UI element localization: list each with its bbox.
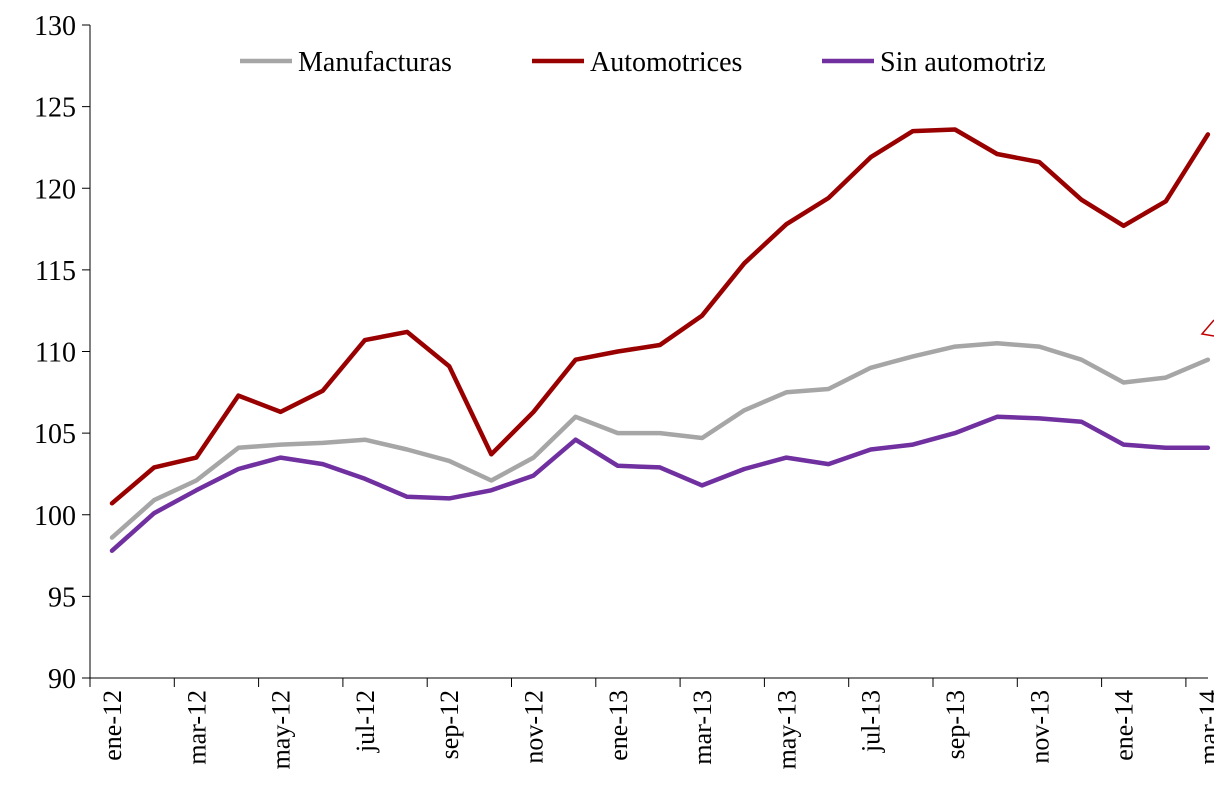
y-axis: 90 95 100 105 110 115 120 125 130: [34, 11, 91, 695]
y-tick-label: 125: [34, 93, 76, 124]
y-tick-label: 130: [34, 11, 76, 42]
annotation: [1200, 319, 1214, 337]
legend-label: Sin automotriz: [880, 47, 1046, 78]
x-tick-label: mar-13: [688, 690, 717, 765]
x-tick-label: sep-12: [435, 690, 464, 759]
x-tick-label: ene-14: [1110, 690, 1139, 761]
legend-label: Automotrices: [590, 47, 742, 78]
series-line-manufacturas: [109, 341, 1211, 540]
series-lines: [109, 127, 1211, 553]
y-tick-label: 115: [35, 256, 76, 287]
legend-label: Manufacturas: [298, 47, 452, 78]
x-axis: ene-12 mar-12 may-12 jul-12 sep-12 nov-12 ene-…: [89, 677, 1214, 769]
x-tick-label: ene-12: [98, 690, 127, 761]
series-line-automotrices: [109, 127, 1211, 506]
x-tick-label: ene-13: [604, 690, 633, 761]
x-tick-label: jul-12: [351, 690, 380, 753]
y-tick-label: 100: [34, 501, 76, 532]
y-tick-label: 90: [48, 664, 76, 695]
legend: Manufacturas Automotrices Sin automotriz: [240, 47, 1046, 78]
arrow-icon: [1200, 319, 1214, 337]
x-tick-label: mar-14: [1194, 690, 1214, 765]
x-tick-label: jul-13: [857, 690, 886, 753]
series-line-sin-automotriz: [109, 414, 1211, 553]
x-tick-label: mar-12: [182, 690, 211, 765]
y-tick-label: 95: [48, 582, 76, 613]
x-tick-label: may-13: [772, 690, 801, 769]
x-tick-label: nov-12: [520, 690, 549, 764]
y-tick-label: 110: [35, 338, 76, 369]
x-tick-label: nov-13: [1025, 690, 1054, 764]
y-tick-label: 105: [34, 419, 76, 450]
x-tick-label: may-12: [267, 690, 296, 769]
x-tick-label: sep-13: [941, 690, 970, 759]
y-tick-label: 120: [34, 174, 76, 205]
